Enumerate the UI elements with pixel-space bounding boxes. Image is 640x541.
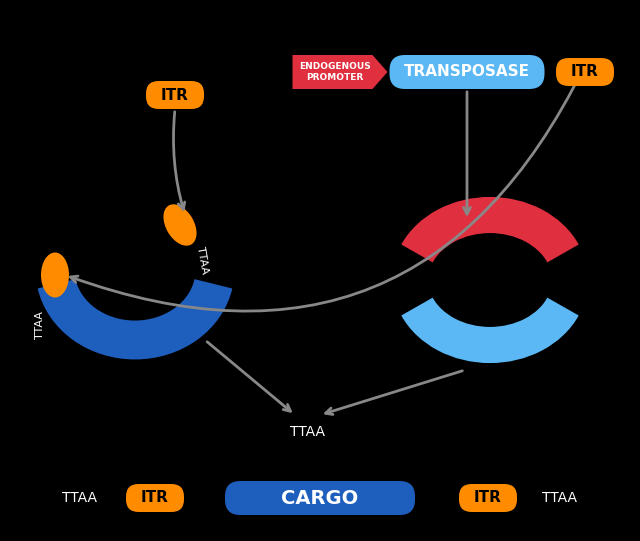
FancyBboxPatch shape: [225, 481, 415, 515]
Text: TTAA: TTAA: [291, 425, 326, 439]
Text: ENDOGENOUS
PROMOTER: ENDOGENOUS PROMOTER: [299, 62, 371, 82]
FancyBboxPatch shape: [390, 55, 545, 89]
Text: ITR: ITR: [571, 64, 599, 80]
FancyBboxPatch shape: [126, 484, 184, 512]
Ellipse shape: [41, 253, 69, 298]
FancyArrowPatch shape: [173, 112, 185, 209]
Polygon shape: [292, 55, 387, 89]
Text: TTAA: TTAA: [63, 491, 97, 505]
Text: ITR: ITR: [141, 491, 169, 505]
Text: TTAA: TTAA: [195, 246, 209, 275]
Text: ITR: ITR: [474, 491, 502, 505]
Ellipse shape: [163, 204, 196, 246]
Text: TRANSPOSASE: TRANSPOSASE: [404, 64, 530, 80]
FancyBboxPatch shape: [146, 81, 204, 109]
FancyBboxPatch shape: [459, 484, 517, 512]
Text: ITR: ITR: [161, 88, 189, 102]
FancyArrowPatch shape: [70, 68, 584, 311]
Text: CARGO: CARGO: [282, 489, 358, 507]
FancyBboxPatch shape: [556, 58, 614, 86]
Text: TTAA: TTAA: [35, 311, 45, 339]
Text: TTAA: TTAA: [543, 491, 577, 505]
